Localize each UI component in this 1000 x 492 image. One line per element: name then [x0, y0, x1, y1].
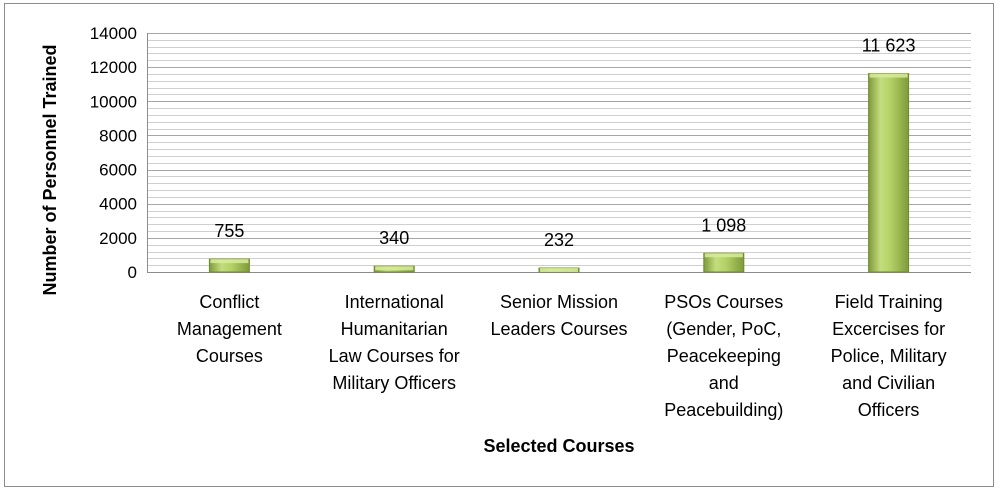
- category-label-line: PSOs Courses: [664, 292, 783, 312]
- y-tick-label: 12000: [90, 58, 137, 77]
- category-label-line: Officers: [858, 400, 920, 420]
- category-label-line: Leaders Courses: [490, 319, 627, 339]
- category-label-line: Military Officers: [332, 373, 456, 393]
- bar-top-highlight: [869, 73, 908, 78]
- data-label: 1 098: [701, 215, 746, 235]
- category-label-line: (Gender, PoC,: [666, 319, 781, 339]
- bar-top-highlight: [210, 259, 249, 264]
- bars: [208, 73, 910, 273]
- data-label: 232: [544, 230, 574, 250]
- bar-top-highlight: [375, 266, 414, 271]
- category-label-line: Conflict: [199, 292, 259, 312]
- category-label-line: Law Courses for: [329, 346, 460, 366]
- bar-chart: 0 2000 4000 6000 8000 10000 12000 14000 755 340 2…: [40, 24, 971, 456]
- category-label-line: Senior Mission: [500, 292, 618, 312]
- y-tick-label: 6000: [99, 161, 137, 180]
- gridlines: [147, 33, 971, 273]
- category-label-line: Excercises for: [832, 319, 945, 339]
- y-axis-title: Number of Personnel Trained: [40, 44, 60, 295]
- data-label: 11 623: [862, 36, 916, 56]
- category-label-line: Peacekeeping: [667, 346, 781, 366]
- category-label-line: Humanitarian: [341, 319, 448, 339]
- category-label-line: and: [709, 373, 739, 393]
- category-label-line: Management: [177, 319, 282, 339]
- chart-frame: 0 2000 4000 6000 8000 10000 12000 14000 755 340 2…: [4, 3, 994, 487]
- data-label: 340: [379, 228, 409, 248]
- category-label-line: Field Training: [835, 292, 943, 312]
- category-labels: Conflict Management Courses International Hu…: [177, 292, 947, 420]
- y-tick-labels: 0 2000 4000 6000 8000 10000 12000 14000: [90, 24, 137, 282]
- y-tick-label: 8000: [99, 126, 137, 145]
- y-tick-label: 4000: [99, 195, 137, 214]
- bar-top-highlight: [704, 253, 743, 258]
- x-axis-title: Selected Courses: [483, 436, 634, 456]
- data-label: 755: [214, 221, 244, 241]
- y-tick-label: 0: [128, 263, 137, 282]
- category-label-line: and Civilian: [842, 373, 935, 393]
- category-label-line: Police, Military: [831, 346, 947, 366]
- bar: [868, 73, 910, 273]
- y-tick-label: 2000: [99, 229, 137, 248]
- category-label-line: Peacebuilding): [664, 400, 783, 420]
- category-label-line: International: [345, 292, 444, 312]
- y-tick-label: 10000: [90, 92, 137, 111]
- y-tick-label: 14000: [90, 24, 137, 43]
- data-labels: 755 340 232 1 098 11 623: [214, 36, 915, 250]
- category-label-line: Courses: [196, 346, 263, 366]
- bar-top-highlight: [540, 268, 578, 272]
